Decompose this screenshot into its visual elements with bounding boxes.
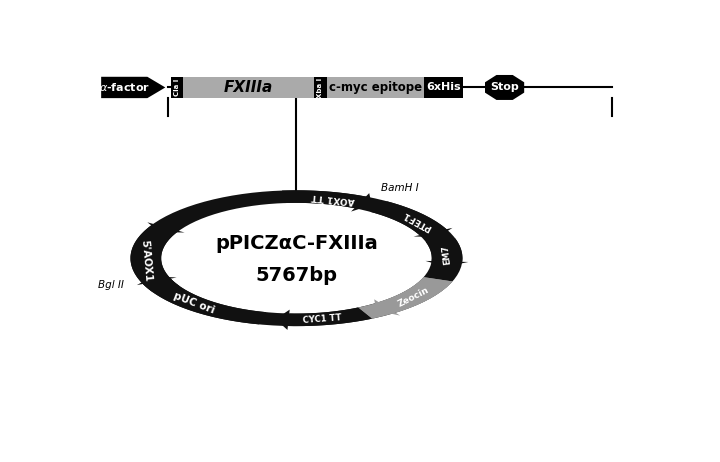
Text: 5'AOX1: 5'AOX1: [139, 239, 153, 282]
Text: c-myc epitope: c-myc epitope: [329, 81, 422, 94]
Polygon shape: [351, 193, 372, 212]
Text: Xba I: Xba I: [318, 78, 323, 97]
Text: pPICZαC-FXIIIa: pPICZαC-FXIIIa: [215, 235, 378, 254]
Text: PTEF1: PTEF1: [401, 210, 433, 232]
Text: Bgl II: Bgl II: [99, 280, 125, 290]
Polygon shape: [288, 308, 372, 326]
Polygon shape: [426, 238, 462, 262]
Text: FXIIIa: FXIIIa: [224, 80, 274, 95]
Polygon shape: [426, 261, 469, 267]
FancyBboxPatch shape: [183, 77, 315, 98]
Text: $\alpha$-factor: $\alpha$-factor: [99, 81, 150, 93]
Text: EM7: EM7: [441, 245, 453, 265]
Polygon shape: [130, 224, 179, 292]
Polygon shape: [374, 299, 400, 316]
Polygon shape: [378, 277, 452, 312]
Text: 5767bp: 5767bp: [256, 267, 338, 286]
FancyBboxPatch shape: [171, 77, 183, 98]
Text: Cla I: Cla I: [174, 79, 180, 96]
Polygon shape: [101, 77, 166, 98]
Polygon shape: [485, 75, 524, 100]
FancyBboxPatch shape: [424, 77, 463, 98]
Polygon shape: [143, 279, 266, 324]
Polygon shape: [276, 310, 289, 330]
Text: BamH I: BamH I: [381, 183, 418, 193]
Text: Zeocin: Zeocin: [397, 286, 431, 309]
FancyBboxPatch shape: [327, 77, 424, 98]
Polygon shape: [148, 222, 184, 232]
Polygon shape: [413, 228, 452, 237]
Text: AOX1 TT: AOX1 TT: [311, 192, 355, 205]
FancyBboxPatch shape: [315, 77, 327, 98]
Text: pUC ori: pUC ori: [172, 291, 216, 316]
Text: Stop: Stop: [490, 82, 519, 92]
Polygon shape: [282, 190, 366, 208]
Text: 6xHis: 6xHis: [426, 82, 461, 92]
Polygon shape: [130, 190, 462, 326]
Polygon shape: [370, 201, 447, 235]
Polygon shape: [358, 277, 452, 319]
Text: CYC1 TT: CYC1 TT: [303, 313, 342, 325]
Polygon shape: [137, 276, 176, 285]
